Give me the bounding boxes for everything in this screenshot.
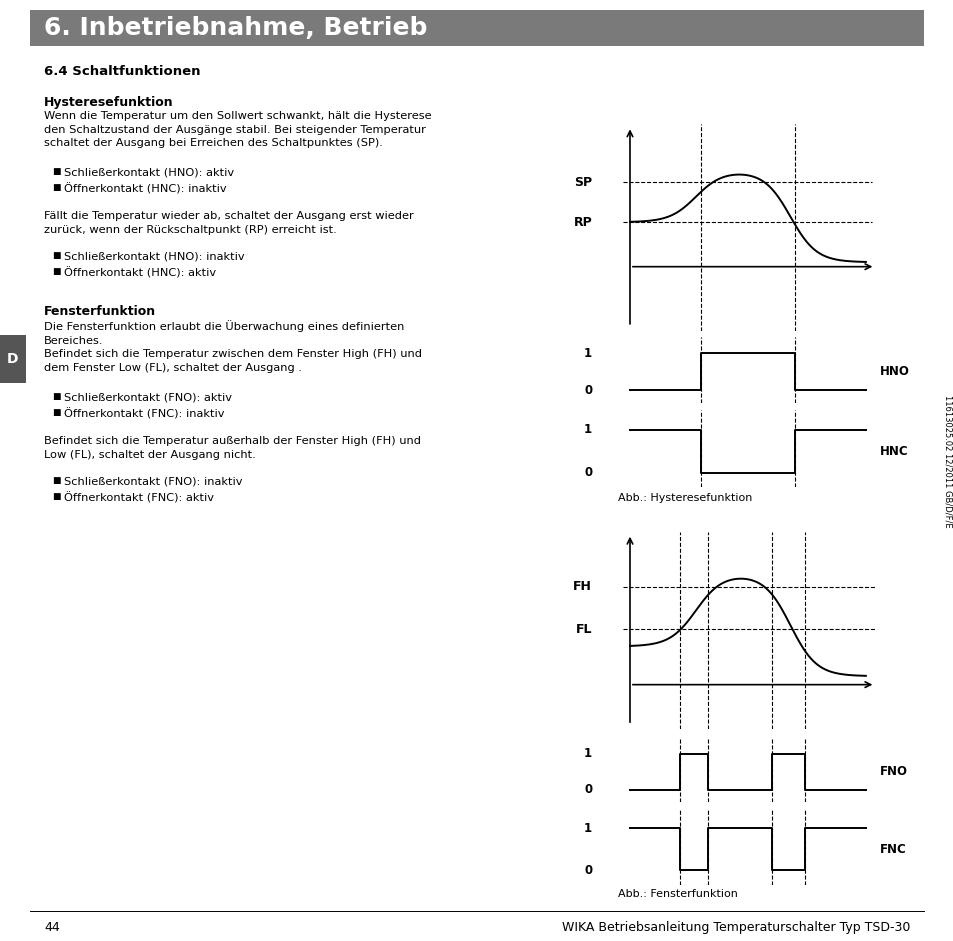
Text: 6. Inbetriebnahme, Betrieb: 6. Inbetriebnahme, Betrieb: [44, 16, 427, 40]
Text: FH: FH: [573, 581, 592, 594]
Text: FNO: FNO: [879, 765, 907, 778]
Text: 1: 1: [583, 423, 592, 436]
Text: ■: ■: [52, 251, 60, 260]
Text: ■: ■: [52, 183, 60, 192]
Text: Schließerkontakt (HNO): inaktiv: Schließerkontakt (HNO): inaktiv: [64, 251, 244, 261]
Text: Öffnerkontakt (FNC): aktiv: Öffnerkontakt (FNC): aktiv: [64, 492, 213, 503]
Text: SP: SP: [574, 176, 592, 188]
Text: Wenn die Temperatur um den Sollwert schwankt, hält die Hysterese
den Schaltzusta: Wenn die Temperatur um den Sollwert schw…: [44, 111, 431, 148]
Text: Fensterfunktion: Fensterfunktion: [44, 305, 156, 318]
Text: ■: ■: [52, 476, 60, 485]
Text: ■: ■: [52, 408, 60, 417]
Text: Öffnerkontakt (HNC): inaktiv: Öffnerkontakt (HNC): inaktiv: [64, 183, 227, 195]
Text: ■: ■: [52, 492, 60, 501]
Text: 0: 0: [583, 783, 592, 796]
Text: Befindet sich die Temperatur außerhalb der Fenster High (FH) und
Low (FL), schal: Befindet sich die Temperatur außerhalb d…: [44, 436, 420, 459]
Text: 1: 1: [583, 347, 592, 359]
FancyBboxPatch shape: [0, 335, 26, 383]
Text: 44: 44: [44, 921, 60, 934]
Text: Schließerkontakt (FNO): aktiv: Schließerkontakt (FNO): aktiv: [64, 392, 232, 402]
Text: 1: 1: [583, 821, 592, 835]
Text: Schließerkontakt (HNO): aktiv: Schließerkontakt (HNO): aktiv: [64, 167, 233, 177]
Text: RP: RP: [573, 215, 592, 229]
FancyBboxPatch shape: [30, 10, 923, 46]
Text: 0: 0: [583, 384, 592, 397]
Text: 11613025.02 12/2011 GB/D/F/E: 11613025.02 12/2011 GB/D/F/E: [943, 394, 951, 527]
Text: ■: ■: [52, 267, 60, 276]
Text: Die Fensterfunktion erlaubt die Überwachung eines definierten
Bereiches.
Befinde: Die Fensterfunktion erlaubt die Überwach…: [44, 320, 421, 373]
Text: 0: 0: [583, 467, 592, 480]
Text: ■: ■: [52, 392, 60, 401]
Text: FNC: FNC: [879, 843, 906, 855]
Text: 0: 0: [583, 864, 592, 877]
Text: FL: FL: [576, 623, 592, 636]
Text: Abb.: Fensterfunktion: Abb.: Fensterfunktion: [618, 889, 737, 899]
Text: 1: 1: [583, 747, 592, 760]
Text: Hysteresefunktion: Hysteresefunktion: [44, 96, 173, 109]
Text: Öffnerkontakt (HNC): aktiv: Öffnerkontakt (HNC): aktiv: [64, 267, 216, 279]
Text: 6.4 Schaltfunktionen: 6.4 Schaltfunktionen: [44, 65, 200, 78]
Text: D: D: [8, 352, 19, 366]
Text: Fällt die Temperatur wieder ab, schaltet der Ausgang erst wieder
zurück, wenn de: Fällt die Temperatur wieder ab, schaltet…: [44, 211, 414, 234]
Text: ■: ■: [52, 167, 60, 176]
Text: Schließerkontakt (FNO): inaktiv: Schließerkontakt (FNO): inaktiv: [64, 476, 242, 486]
Text: HNC: HNC: [879, 445, 907, 457]
Text: Öffnerkontakt (FNC): inaktiv: Öffnerkontakt (FNC): inaktiv: [64, 408, 224, 420]
Text: HNO: HNO: [879, 365, 909, 378]
Text: WIKA Betriebsanleitung Temperaturschalter Typ TSD-30: WIKA Betriebsanleitung Temperaturschalte…: [561, 921, 909, 934]
Text: Abb.: Hysteresefunktion: Abb.: Hysteresefunktion: [618, 493, 752, 503]
